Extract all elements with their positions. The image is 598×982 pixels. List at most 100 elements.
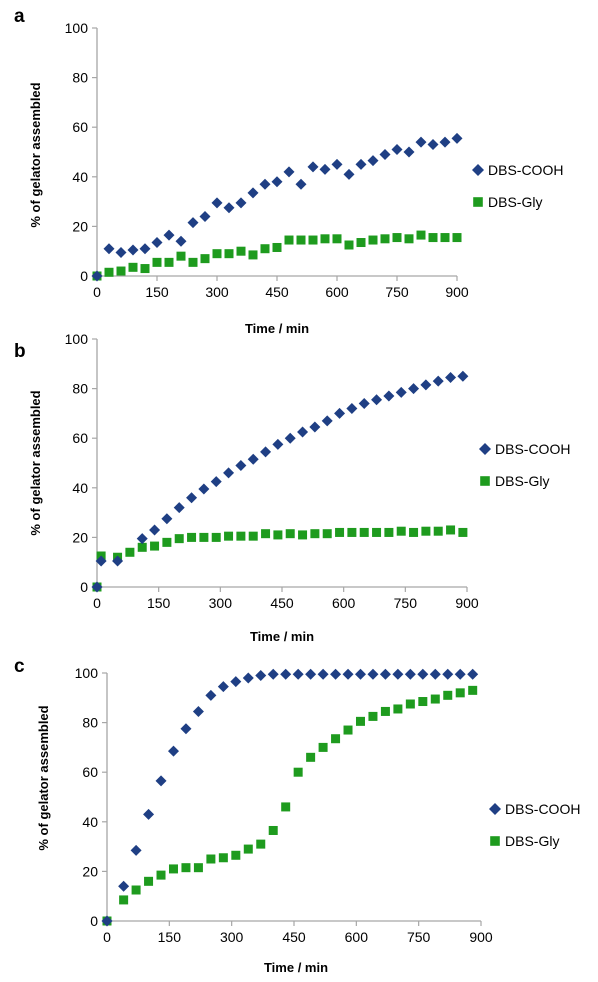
x-tick-label: 900	[445, 284, 469, 300]
cooh-point	[186, 492, 198, 504]
cooh-point	[136, 533, 148, 545]
gly-point	[140, 264, 150, 274]
gly-point	[296, 235, 306, 245]
legend-label: DBS-COOH	[488, 162, 563, 178]
cooh-point	[127, 244, 139, 256]
cooh-point	[163, 229, 175, 241]
x-tick-label: 300	[205, 284, 229, 300]
gly-point	[260, 244, 270, 254]
cooh-point	[217, 681, 229, 693]
cooh-point	[192, 705, 204, 717]
y-axis-label-a: % of gelator assembled	[28, 82, 43, 227]
cooh-point	[235, 459, 247, 471]
cooh-point	[180, 723, 192, 735]
gly-point	[455, 688, 465, 698]
gly-point	[468, 685, 478, 695]
cooh-point	[130, 844, 142, 856]
cooh-point	[143, 808, 155, 820]
cooh-point	[267, 668, 279, 680]
legend-c: DBS-COOH DBS-Gly	[489, 801, 580, 849]
cooh-point	[331, 158, 343, 170]
gly-point	[380, 706, 390, 716]
x-tick-label: 0	[103, 929, 111, 945]
gly-point	[273, 530, 283, 540]
gly-point	[206, 854, 216, 864]
cooh-point	[309, 421, 321, 433]
gly-point	[396, 526, 406, 536]
y-tick-label: 0	[80, 579, 88, 595]
legend-marker-gly	[490, 836, 500, 846]
cooh-point	[395, 386, 407, 398]
cooh-point	[454, 668, 466, 680]
x-tick-label: 750	[394, 595, 418, 611]
gly-point	[162, 537, 172, 547]
cooh-point	[247, 453, 259, 465]
y-tick-label: 20	[72, 529, 88, 545]
cooh-point	[161, 513, 173, 525]
cooh-point	[358, 397, 370, 409]
gly-point	[144, 876, 154, 886]
gly-point	[224, 531, 234, 541]
cooh-point	[139, 243, 151, 255]
panel-label-c: c	[14, 656, 25, 677]
x-tick-label: 150	[145, 284, 169, 300]
cooh-point	[417, 668, 429, 680]
y-tick-label: 0	[90, 913, 98, 929]
cooh-point	[118, 880, 130, 892]
gly-point	[128, 262, 138, 272]
gly-point	[236, 246, 246, 256]
gly-point	[392, 233, 402, 243]
cooh-point	[427, 139, 439, 151]
cooh-point	[307, 161, 319, 173]
gly-point	[335, 527, 345, 537]
gly-point	[446, 525, 456, 535]
gly-point	[200, 254, 210, 264]
legend-label: DBS-Gly	[495, 473, 549, 489]
cooh-point	[432, 375, 444, 387]
panel-c: c % of gelator assembled Time / min DBS-…	[14, 656, 580, 975]
panel-a: a % of gelator assembled Time / min DBS-…	[14, 6, 563, 336]
cooh-point	[451, 132, 463, 144]
cooh-point	[284, 432, 296, 444]
gly-point	[193, 863, 203, 873]
cooh-point	[259, 178, 271, 190]
gly-point	[150, 541, 160, 551]
gly-point	[285, 529, 295, 539]
gly-point	[256, 839, 266, 849]
cooh-point	[439, 136, 451, 148]
gly-point	[368, 711, 378, 721]
x-tick-label: 900	[455, 595, 479, 611]
gly-point	[416, 230, 426, 240]
gly-point	[212, 249, 222, 259]
legend-label: DBS-COOH	[505, 801, 580, 817]
legend-marker-gly	[480, 476, 490, 486]
gly-point	[298, 530, 308, 540]
x-tick-label: 150	[158, 929, 182, 945]
cooh-point	[173, 502, 185, 514]
x-axis-label-a: Time / min	[245, 321, 309, 336]
gly-point	[104, 267, 114, 277]
cooh-point	[149, 524, 161, 536]
gly-point	[393, 704, 403, 714]
legend-marker-gly	[473, 197, 483, 207]
gly-point	[231, 850, 241, 860]
cooh-point	[457, 370, 469, 382]
gly-point	[428, 233, 438, 243]
x-tick-label: 750	[407, 929, 431, 945]
gly-point	[430, 694, 440, 704]
cooh-point	[415, 136, 427, 148]
y-tick-label: 60	[72, 119, 88, 135]
gly-point	[293, 767, 303, 777]
x-tick-label: 600	[345, 929, 369, 945]
legend-label: DBS-COOH	[495, 441, 570, 457]
gly-point	[137, 542, 147, 552]
gly-point	[421, 526, 431, 536]
gly-point	[131, 885, 141, 895]
panel-b: b % of gelator assembled Time / min DBS-…	[14, 331, 570, 644]
y-tick-label: 100	[75, 665, 99, 681]
gly-point	[384, 527, 394, 537]
gly-point	[440, 233, 450, 243]
gly-point	[243, 844, 253, 854]
y-tick-label: 100	[65, 20, 89, 36]
